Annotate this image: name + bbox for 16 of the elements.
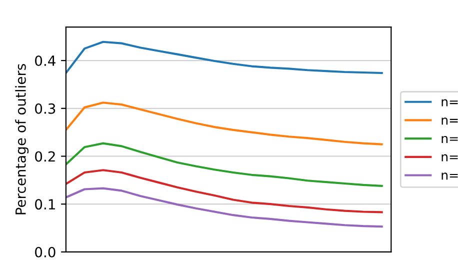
y-tick-label: 0.0 [35,246,56,258]
y-tick-label: 0.1 [35,199,55,210]
legend-label: n= [442,118,458,125]
legend-label: n= [442,154,458,162]
line-series [66,142,383,187]
y-axis-title: Percentage of outliers [15,64,29,214]
line-series [66,187,383,228]
legend-label: n= [442,172,458,180]
y-tick-label: 0.4 [35,56,56,66]
legend-label: n= [442,99,458,106]
line-series [66,40,383,74]
legend-label: n= [442,136,458,143]
line-series [66,169,383,214]
line-series [66,102,383,146]
y-tick-label: 0.3 [35,103,56,114]
y-tick-label: 0.2 [35,151,55,162]
